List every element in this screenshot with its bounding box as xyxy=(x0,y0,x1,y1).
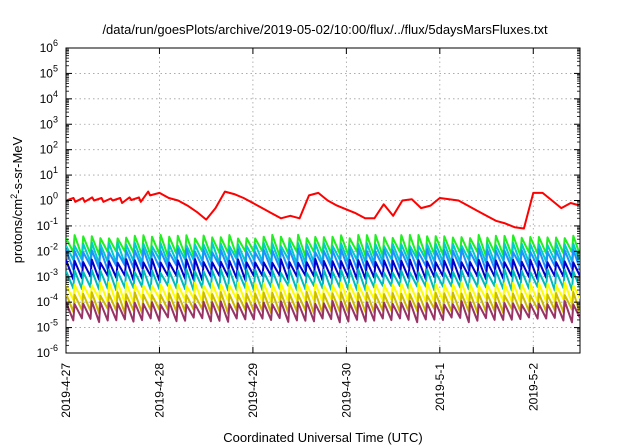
x-tick-label: 2019-4-29 xyxy=(246,363,260,418)
y-axis-label-sup: 2 xyxy=(9,194,19,199)
y-tick-exp: 5 xyxy=(53,63,58,73)
y-tick-label: 104 xyxy=(40,89,58,106)
x-axis-ticks: 2019-4-27 2019-4-28 2019-4-29 2019-4-30 2019… xyxy=(59,48,540,418)
y-tick-label: 101 xyxy=(40,165,58,182)
y-axis-label: protons/cm2-s-sr-MeV xyxy=(9,136,25,263)
y-tick-label: 10-6 xyxy=(37,343,58,360)
y-tick-base: 10 xyxy=(37,244,51,258)
x-tick-label: 2019-4-30 xyxy=(339,363,353,418)
x-tick-label: 2019-4-27 xyxy=(59,363,73,418)
y-tick-label: 103 xyxy=(40,114,58,131)
y-tick-label: 10-5 xyxy=(37,318,58,335)
y-tick-exp: 2 xyxy=(53,140,58,150)
x-tick-label: 2019-4-28 xyxy=(152,363,166,418)
chart-title: /data/run/goesPlots/archive/2019-05-02/1… xyxy=(102,22,548,37)
y-tick-base: 10 xyxy=(37,295,51,309)
y-tick-base: 10 xyxy=(40,41,54,55)
y-tick-label: 106 xyxy=(40,38,58,55)
y-tick-base: 10 xyxy=(40,143,54,157)
y-tick-base: 10 xyxy=(37,346,51,360)
y-tick-exp: 1 xyxy=(53,165,58,175)
y-tick-exp: -5 xyxy=(50,318,58,328)
y-tick-label: 10-2 xyxy=(37,241,58,258)
y-tick-exp: -1 xyxy=(50,216,58,226)
y-tick-base: 10 xyxy=(40,92,54,106)
series-line xyxy=(66,190,580,230)
series-lines xyxy=(66,190,580,324)
y-tick-exp: 6 xyxy=(53,38,58,48)
y-tick-base: 10 xyxy=(40,117,54,131)
y-tick-exp: 4 xyxy=(53,89,58,99)
y-axis-label-suffix: -s-sr-MeV xyxy=(10,136,25,193)
y-axis-ticks: 10-610-510-410-310-210-11001011021031041… xyxy=(37,38,580,360)
y-tick-base: 10 xyxy=(40,66,54,80)
y-tick-exp: -6 xyxy=(50,343,58,353)
series-line xyxy=(66,268,580,292)
y-tick-exp: -2 xyxy=(50,241,58,251)
y-tick-label: 102 xyxy=(40,140,58,157)
x-tick-label: 2019-5-1 xyxy=(433,363,447,411)
y-tick-base: 10 xyxy=(37,321,51,335)
y-tick-label: 10-3 xyxy=(37,267,58,284)
y-tick-base: 10 xyxy=(40,168,54,182)
y-tick-exp: -3 xyxy=(50,267,58,277)
y-tick-label: 10-1 xyxy=(37,216,58,233)
y-tick-base: 10 xyxy=(37,219,51,233)
y-tick-base: 10 xyxy=(40,194,54,208)
series-line xyxy=(66,300,580,324)
x-axis-label: Coordinated Universal Time (UTC) xyxy=(223,430,422,445)
y-axis-label-prefix: protons/cm xyxy=(10,199,25,263)
y-tick-label: 105 xyxy=(40,63,58,80)
y-tick-exp: 0 xyxy=(53,191,58,201)
y-tick-label: 10-4 xyxy=(37,292,58,309)
y-tick-exp: -4 xyxy=(50,292,58,302)
y-tick-label: 100 xyxy=(40,191,58,208)
x-tick-label: 2019-5-2 xyxy=(526,363,540,411)
y-tick-exp: 3 xyxy=(53,114,58,124)
y-tick-base: 10 xyxy=(37,270,51,284)
